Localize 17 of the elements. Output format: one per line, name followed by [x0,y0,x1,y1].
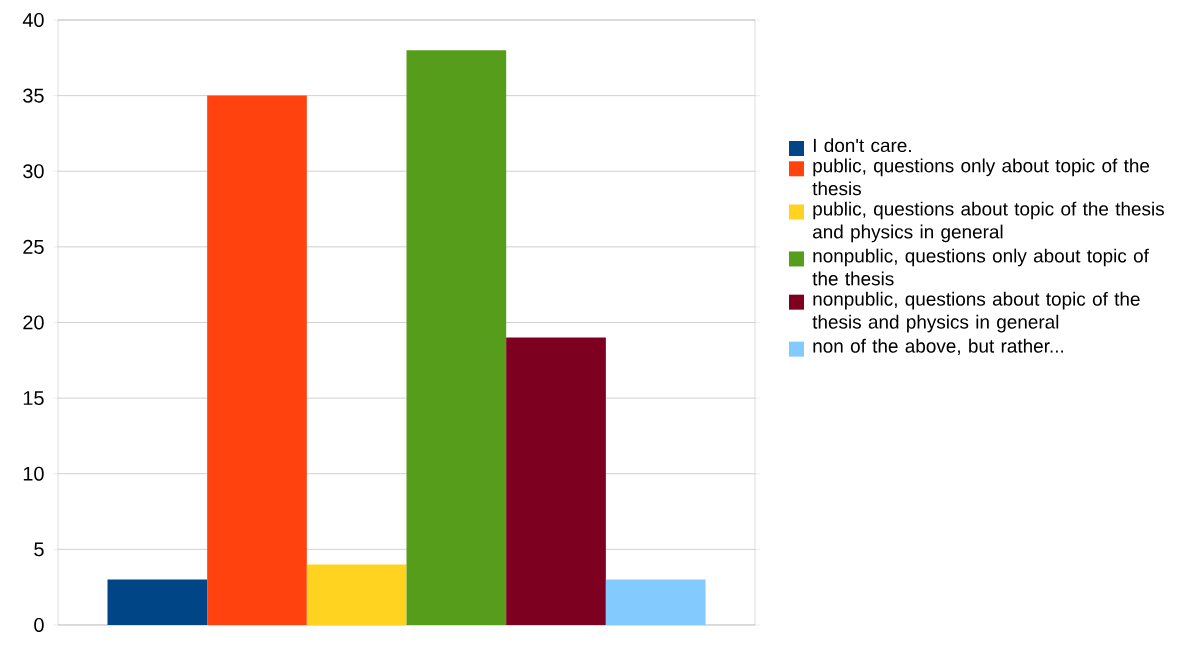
legend-label: I don't care. [813,138,911,153]
y-tick-label: 35 [23,88,44,103]
bar [406,50,507,625]
y-tick-label: 0 [34,617,44,633]
y-tick-label: 15 [23,391,44,406]
bar [207,95,307,625]
y-tick-label: 30 [23,164,44,179]
bar [605,579,706,625]
y-tick-label: 5 [34,542,44,557]
legend-label: non of the above, but rather... [813,338,1064,355]
y-tick-label: 20 [23,315,44,330]
bar [506,337,606,625]
bar [107,579,208,625]
y-tick-label: 25 [23,239,44,254]
bar [306,564,407,625]
y-tick-label: 10 [23,466,44,481]
y-tick-label: 40 [22,12,44,28]
